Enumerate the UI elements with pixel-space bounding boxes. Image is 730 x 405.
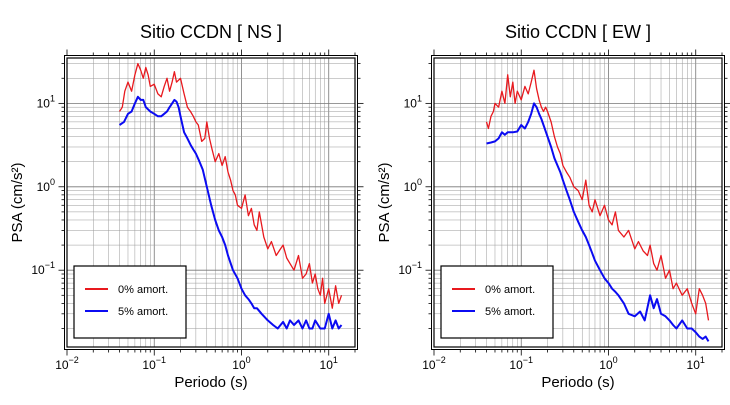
legend-entry: 0% amort. <box>118 284 168 296</box>
x-tick-label-exp: −1 <box>156 355 166 365</box>
x-axis-label: Periodo (s) <box>541 374 614 391</box>
y-tick-label-exp: 1 <box>50 93 55 103</box>
y-tick-label-base: 10 <box>37 180 51 194</box>
x-tick-label: 100 <box>599 355 617 372</box>
legend: 0% amort. 5% amort. <box>74 266 186 338</box>
chart-title: Sitio CCDN [ NS ] <box>140 22 282 42</box>
y-tick-label-base: 10 <box>398 263 412 277</box>
x-tick-label-base: 10 <box>55 358 69 372</box>
x-tick-label: 100 <box>232 355 250 372</box>
x-tick-label-base: 10 <box>599 358 613 372</box>
x-tick-label-base: 10 <box>509 358 523 372</box>
y-tick-label: 101 <box>404 93 422 110</box>
x-tick-label-exp: 0 <box>246 355 251 365</box>
x-tick-label-base: 10 <box>320 358 334 372</box>
x-tick-label-exp: 0 <box>613 355 618 365</box>
y-tick-label: 101 <box>37 93 55 110</box>
y-tick-label-exp: −1 <box>412 260 422 270</box>
x-tick-label-base: 10 <box>422 358 436 372</box>
legend-box <box>441 266 553 338</box>
x-tick-label: 10−1 <box>509 355 533 372</box>
x-tick-label-base: 10 <box>142 358 156 372</box>
chart-title: Sitio CCDN [ EW ] <box>505 22 651 42</box>
legend: 0% amort. 5% amort. <box>441 266 553 338</box>
x-tick-label-exp: 1 <box>333 355 338 365</box>
x-tick-label: 10−1 <box>142 355 166 372</box>
x-tick-label: 10−2 <box>422 355 446 372</box>
legend-entry: 5% amort. <box>118 306 168 318</box>
x-tick-label-base: 10 <box>687 358 701 372</box>
y-axis-label: PSA (cm/s²) <box>9 162 26 242</box>
x-tick-label: 10−2 <box>55 355 79 372</box>
y-tick-label-exp: −1 <box>45 260 55 270</box>
legend-box <box>74 266 186 338</box>
x-tick-label-exp: −1 <box>523 355 533 365</box>
y-tick-label: 10−1 <box>398 260 422 277</box>
x-tick-label: 101 <box>687 355 705 372</box>
x-tick-label-exp: −2 <box>436 355 446 365</box>
x-tick-label-exp: −2 <box>69 355 79 365</box>
y-tick-label: 100 <box>37 177 55 194</box>
x-tick-label-exp: 1 <box>700 355 705 365</box>
x-tick-label-base: 10 <box>232 358 246 372</box>
legend-entry: 5% amort. <box>485 306 535 318</box>
x-axis-label: Periodo (s) <box>174 374 247 391</box>
y-tick-label-base: 10 <box>37 96 51 110</box>
x-tick-label: 101 <box>320 355 338 372</box>
y-tick-label-exp: 1 <box>417 93 422 103</box>
y-axis-label: PSA (cm/s²) <box>376 162 393 242</box>
y-tick-label: 100 <box>404 177 422 194</box>
y-tick-label-base: 10 <box>404 180 418 194</box>
y-tick-label: 10−1 <box>31 260 55 277</box>
legend-entry: 0% amort. <box>485 284 535 296</box>
y-tick-label-exp: 0 <box>50 177 55 187</box>
y-tick-label-base: 10 <box>404 96 418 110</box>
y-tick-label-exp: 0 <box>417 177 422 187</box>
y-tick-label-base: 10 <box>31 263 45 277</box>
